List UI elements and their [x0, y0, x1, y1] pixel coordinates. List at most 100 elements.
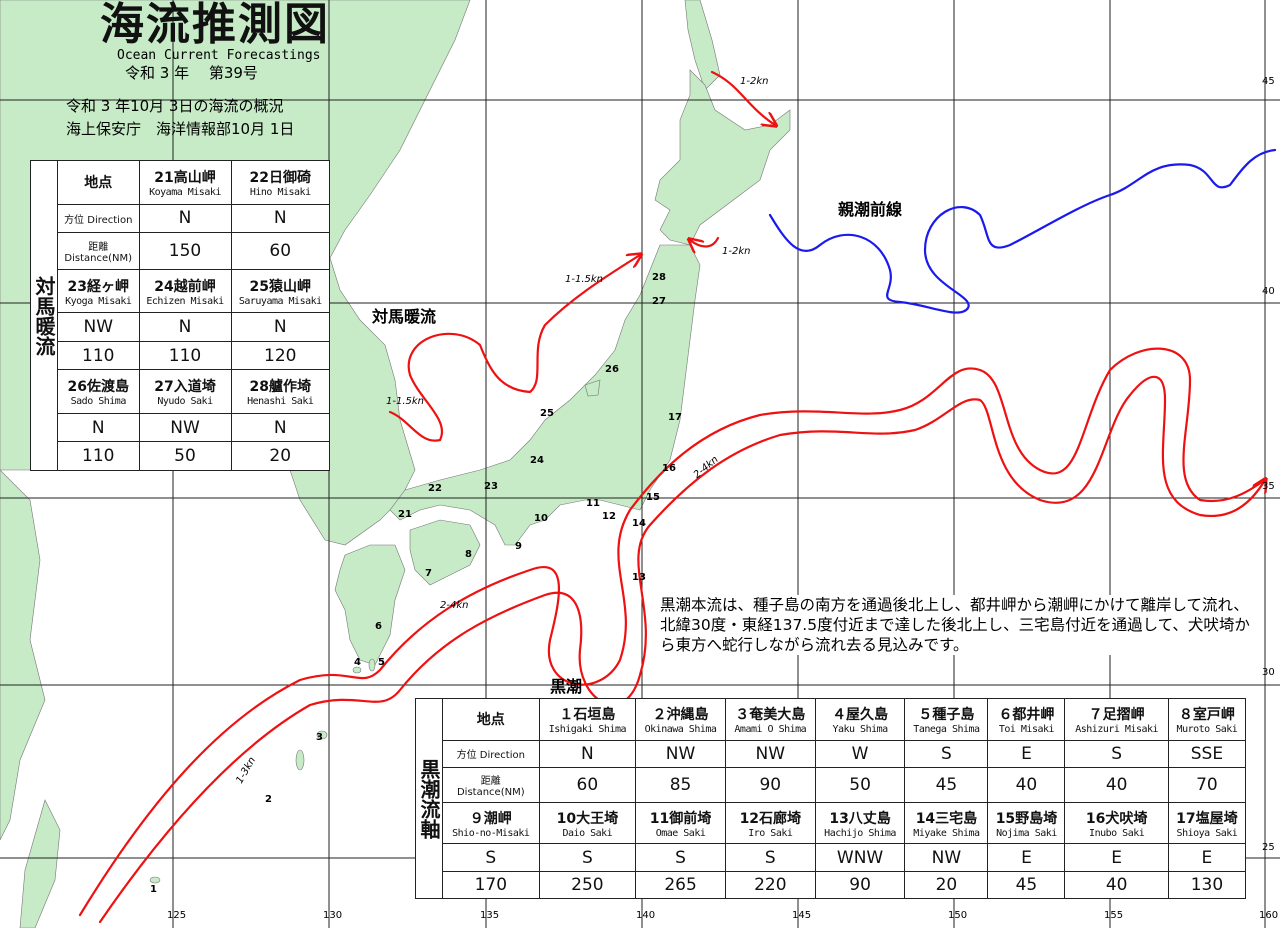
distance-label-jp: 距離	[480, 775, 501, 787]
point-name-jp: 10大王埼	[556, 810, 619, 827]
subtitle-english: Ocean Current Forecastings	[117, 48, 321, 63]
point-name-cell: 17塩屋埼 Shioya Saki	[1167, 801, 1247, 845]
latitude-tick-label: 40	[1262, 286, 1275, 297]
direction-cell: WNW	[814, 843, 906, 872]
point-name-jp: 24越前岬	[154, 278, 216, 295]
point-name-jp: ２沖縄島	[652, 706, 709, 723]
point-name-cell: ２沖縄島 Okinawa Shima	[635, 698, 726, 741]
direction-row: 方位 Direction N N	[31, 203, 330, 234]
point-name-cell: 15野島埼 Nojima Saki	[987, 801, 1066, 845]
point-name-jp: 13八丈島	[829, 810, 891, 827]
point-name-cell: 28艫作埼 Henashi Saki	[230, 369, 330, 414]
point-name-jp: 17塩屋埼	[1176, 810, 1238, 827]
distance-label: 距離 Distance(NM)	[57, 232, 140, 270]
direction-cell: S	[904, 739, 989, 768]
distance-cell: 45	[987, 870, 1066, 900]
point-name-cell: 24越前岬 Echizen Misaki	[138, 268, 232, 314]
point-name-en: Shio-no-Misaki	[452, 827, 530, 839]
distance-cell: 70	[1167, 766, 1247, 803]
point-name-row: 23経ヶ岬 Kyoga Misaki 24越前岬 Echizen Misaki 25猿山…	[31, 268, 330, 314]
point-name-en: Toi Misaki	[998, 723, 1055, 735]
point-name-jp: ７足摺岬	[1088, 706, 1145, 723]
island-yaku	[352, 666, 362, 674]
distance-label: 距離 Distance(NM)	[442, 766, 540, 803]
distance-cell: 150	[138, 232, 232, 270]
distance-label-en: Distance(NM)	[64, 252, 133, 264]
summary-issuer: 海上保安庁 海洋情報部10月 1日	[66, 120, 295, 138]
point-name-en: Omae Saki	[655, 827, 706, 839]
point-name-cell: 21高山岬 Koyama Misaki	[138, 160, 232, 205]
latitude-tick-label: 35	[1262, 481, 1275, 492]
distance-cell: 220	[724, 870, 816, 900]
point-name-jp: ８室戸岬	[1178, 706, 1235, 723]
direction-cell: NW	[724, 739, 816, 768]
point-header: 地点	[57, 160, 140, 205]
point-name-cell: 26佐渡島 Sado Shima	[57, 369, 140, 414]
point-name-jp: ４屋久島	[832, 706, 889, 723]
point-name-en: Echizen Misaki	[146, 295, 224, 307]
longitude-tick-label: 150	[948, 910, 968, 921]
direction-cell: N	[138, 203, 232, 234]
honshu	[389, 244, 701, 546]
point-number-marker: 17	[668, 412, 682, 423]
point-name-en: Miyake Shima	[913, 827, 980, 839]
distance-cell: 265	[635, 870, 726, 900]
point-name-jp: ３奄美大島	[735, 706, 806, 723]
distance-cell: 50	[814, 766, 906, 803]
direction-cell: S	[538, 843, 637, 872]
point-number-marker: 8	[465, 549, 472, 560]
point-name-cell: 11御前埼 Omae Saki	[635, 801, 726, 845]
point-number-marker: 3	[316, 732, 323, 743]
point-name-row: 対馬暖流 地点 21高山岬 Koyama Misaki 22日御碕 Hino Misaki	[30, 160, 330, 471]
longitude-tick-label: 130	[323, 910, 343, 921]
distance-row: 距離 Distance(NM) 60 85 90 50 45 40 40 70	[416, 766, 1247, 803]
point-name-jp: ９潮岬	[469, 810, 512, 827]
direction-cell: N	[230, 312, 330, 342]
current-speed-label: 1-2kn	[740, 76, 769, 87]
point-name-jp: 21高山岬	[154, 169, 216, 186]
direction-label: 方位 Direction	[57, 203, 140, 234]
point-name-en: Nyudo Saki	[157, 396, 213, 408]
point-name-cell: １石垣島 Ishigaki Shima	[538, 698, 637, 741]
direction-cell: SSE	[1167, 739, 1247, 768]
distance-row: 110 50 20	[31, 441, 330, 471]
point-name-cell: 25猿山岬 Saruyama Misaki	[230, 268, 330, 314]
point-number-marker: 14	[632, 518, 646, 529]
latitude-tick-label: 25	[1262, 842, 1275, 853]
oyashio-front-line	[768, 148, 1277, 314]
direction-cell: S	[724, 843, 816, 872]
point-name-jp: 14三宅島	[915, 810, 978, 827]
point-name-cell: 27入道埼 Nyudo Saki	[138, 369, 232, 414]
point-name-cell: 22日御碕 Hino Misaki	[230, 160, 330, 205]
point-name-en: Nojima Saki	[996, 827, 1057, 839]
distance-cell: 110	[138, 340, 232, 371]
distance-cell: 110	[57, 441, 140, 471]
page-title: 海流推測図	[100, 0, 330, 50]
latitude-tick-label: 45	[1262, 76, 1275, 87]
oyashio-front-label: 親潮前線	[838, 200, 903, 219]
longitude-tick-label: 145	[792, 910, 812, 921]
summary-header: 令和 3 年10月 3日の海流の概況 海上保安庁 海洋情報部10月 1日	[66, 95, 294, 141]
table-side-label: 対馬暖流	[30, 160, 58, 471]
point-name-cell: 16犬吠埼 Inubo Saki	[1064, 801, 1169, 845]
table-side-label: 黒潮流軸	[415, 698, 443, 899]
longitude-tick-label: 125	[167, 910, 187, 921]
direction-cell: N	[230, 203, 330, 234]
distance-row: 110 110 120	[31, 340, 330, 371]
direction-row: S S S S WNW NW E E E	[416, 843, 1247, 872]
direction-cell: NW	[904, 843, 989, 872]
point-name-en: Yaku Shima	[832, 723, 888, 735]
direction-cell: S	[442, 843, 540, 872]
direction-row: N NW N	[31, 412, 330, 443]
kyushu	[334, 544, 406, 666]
distance-cell: 250	[538, 870, 637, 900]
soya-current-line	[710, 70, 775, 125]
direction-cell: E	[1064, 843, 1169, 872]
point-name-en: Daio Saki	[562, 827, 613, 839]
point-header-text: 地点	[84, 175, 113, 192]
point-name-jp: 26佐渡島	[67, 379, 129, 396]
point-number-marker: 13	[632, 572, 646, 583]
point-number-marker: 2	[265, 794, 272, 805]
tsushima-current-label: 対馬暖流	[372, 307, 437, 326]
direction-row: 方位 Direction N NW NW W S E S SSE	[416, 739, 1247, 768]
